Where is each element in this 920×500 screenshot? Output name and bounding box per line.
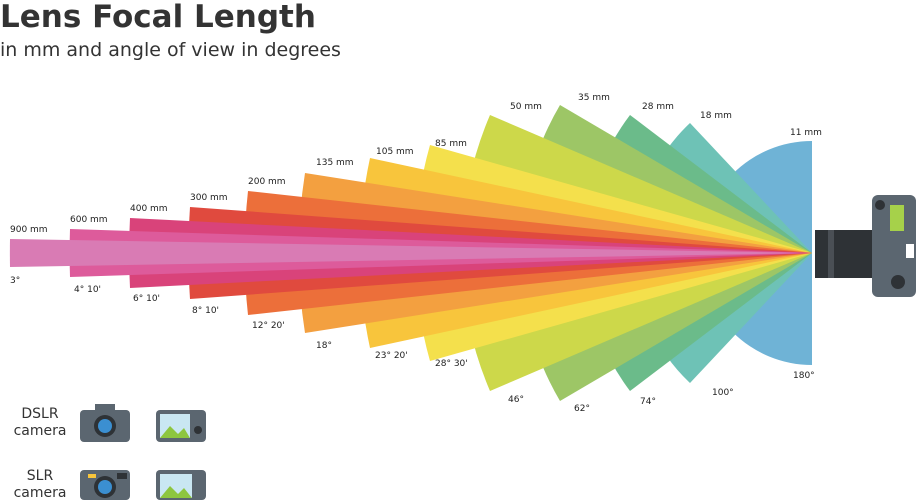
- angle-label: 100°: [712, 388, 734, 398]
- focal-label: 50 mm: [510, 102, 542, 112]
- angle-label: 180°: [793, 371, 815, 381]
- angle-label: 8° 10': [192, 306, 219, 316]
- legend: DSLR camera SLR camera: [14, 404, 206, 500]
- subtitle: in mm and angle of view in degrees: [0, 39, 341, 61]
- port: [906, 244, 914, 258]
- angle-label: 23° 20': [375, 351, 408, 361]
- angle-label: 6° 10': [133, 294, 160, 304]
- focal-label: 105 mm: [376, 147, 414, 157]
- screen: [890, 205, 904, 231]
- icon: [98, 480, 112, 494]
- legend-label: DSLR camera: [14, 406, 67, 439]
- focal-label: 900 mm: [10, 225, 48, 235]
- title: Lens Focal Length: [0, 0, 316, 35]
- angle-label: 18°: [316, 341, 332, 351]
- focal-label: 400 mm: [130, 204, 168, 214]
- dial: [891, 275, 905, 289]
- angle-label: 3°: [10, 276, 20, 286]
- focal-label: 35 mm: [578, 93, 610, 103]
- angle-label: 62°: [574, 404, 590, 414]
- angle-label: 74°: [640, 397, 656, 407]
- camera-body: [872, 195, 916, 297]
- focal-label: 18 mm: [700, 111, 732, 121]
- icon: [194, 426, 202, 434]
- fans: [9, 105, 812, 401]
- icon: [98, 419, 112, 433]
- fan: [9, 239, 812, 267]
- focal-label: 135 mm: [316, 158, 354, 168]
- icon: [117, 473, 127, 479]
- angle-label: 46°: [508, 395, 524, 405]
- focal-label: 85 mm: [435, 139, 467, 149]
- focal-label: 200 mm: [248, 177, 286, 187]
- angle-label: 12° 20': [252, 321, 285, 331]
- lens-ring: [828, 230, 834, 278]
- focal-label: 600 mm: [70, 215, 108, 225]
- icon: [160, 486, 192, 498]
- icon: [160, 426, 190, 438]
- angle-label: 28° 30': [435, 359, 468, 369]
- angle-label: 4° 10': [74, 285, 101, 295]
- focal-label: 28 mm: [642, 102, 674, 112]
- camera: [815, 195, 916, 297]
- focal-label: 11 mm: [790, 128, 822, 138]
- focal-label: 300 mm: [190, 193, 228, 203]
- icon: [88, 474, 96, 478]
- button: [875, 200, 885, 210]
- legend-label: SLR camera: [14, 468, 67, 500]
- icon: [95, 404, 115, 412]
